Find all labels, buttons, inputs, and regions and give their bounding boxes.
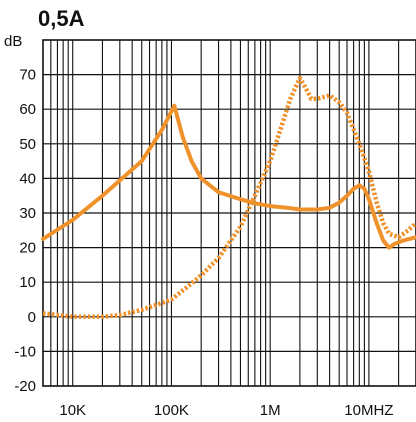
x-tick-label: 100K xyxy=(154,402,189,419)
series-group xyxy=(41,75,416,320)
grid xyxy=(43,40,416,386)
y-tick-label: 0 xyxy=(28,309,36,326)
y-tick-labels: 70 60 50 40 30 20 10 0 -10 -20 xyxy=(14,67,36,395)
y-tick-label: 30 xyxy=(19,205,36,222)
y-tick-label: 70 xyxy=(19,67,36,84)
x-tick-label: 1M xyxy=(260,402,281,419)
y-tick-label: -20 xyxy=(14,378,36,395)
y-tick-label: 60 xyxy=(19,101,36,118)
x-tick-labels: 10K 100K 1M 10MHZ xyxy=(59,402,393,419)
x-tick-label: 10K xyxy=(59,402,86,419)
y-tick-label: -10 xyxy=(14,343,36,360)
x-tick-label: 10MHZ xyxy=(344,402,393,419)
y-axis-label: dB xyxy=(4,33,22,50)
y-tick-label: 10 xyxy=(19,274,36,291)
y-tick-label: 50 xyxy=(19,136,36,153)
dotted-series-line xyxy=(42,75,416,320)
chart-title: 0,5A xyxy=(38,6,85,31)
y-tick-label: 20 xyxy=(19,240,36,257)
solid-series-line xyxy=(41,103,416,250)
plot-frame xyxy=(42,39,416,387)
y-tick-label: 40 xyxy=(19,170,36,187)
